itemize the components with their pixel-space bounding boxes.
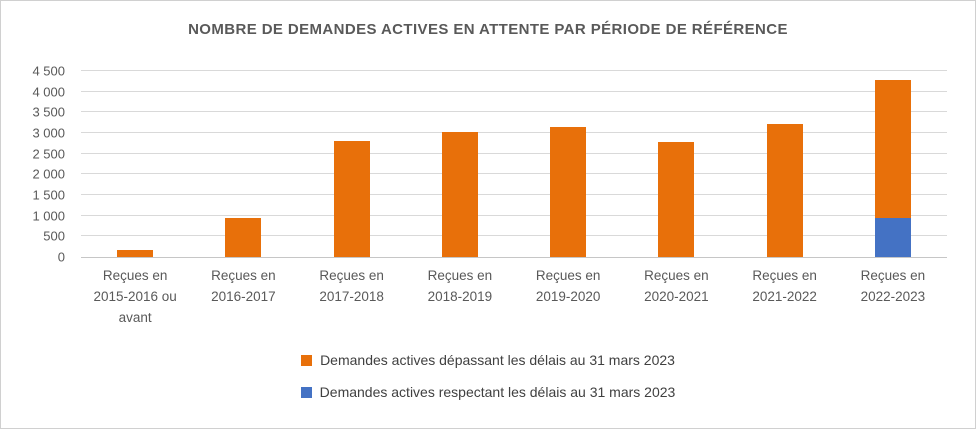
gridline bbox=[81, 235, 947, 237]
bar-slot bbox=[622, 71, 730, 257]
bars-row bbox=[81, 71, 947, 257]
y-tick-label: 2 000 bbox=[32, 166, 65, 182]
y-tick-label: 500 bbox=[43, 228, 65, 244]
x-category-label: Reçues en 2018-2019 bbox=[427, 268, 493, 304]
bar-6 bbox=[658, 71, 695, 257]
x-category-label: Reçues en 2019-2020 bbox=[535, 268, 601, 304]
y-tick-label: 2 500 bbox=[32, 146, 65, 162]
y-tick-label: 3 500 bbox=[32, 104, 65, 120]
bar-segment bbox=[874, 80, 911, 218]
legend-swatch bbox=[300, 386, 312, 398]
legend-item: Demandes actives respectant les délais a… bbox=[300, 384, 676, 400]
chart-title: NOMBRE DE DEMANDES ACTIVES EN ATTENTE PA… bbox=[188, 21, 788, 38]
bar-4 bbox=[441, 71, 478, 257]
y-axis: 0 500 1 000 1 500 2 000 2 500 3 000 3 500 4 000 4… bbox=[1, 64, 73, 265]
legend: Demandes actives dépassant les délais au… bbox=[1, 352, 975, 400]
x-category-label: Reçues en 2022-2023 bbox=[860, 268, 926, 304]
legend-item: Demandes actives dépassant les délais au… bbox=[301, 352, 675, 368]
legend-label: Demandes actives dépassant les délais au… bbox=[320, 352, 675, 368]
plot-area bbox=[81, 70, 947, 258]
gridline bbox=[81, 111, 947, 113]
legend-swatch bbox=[301, 354, 313, 366]
bar-slot bbox=[731, 71, 839, 257]
gridline bbox=[81, 90, 947, 92]
bar-segment bbox=[874, 217, 911, 257]
bar-1 bbox=[117, 71, 154, 257]
gridline bbox=[81, 70, 947, 71]
bar-segment bbox=[441, 131, 478, 257]
bar-slot bbox=[514, 71, 622, 257]
gridline bbox=[81, 194, 947, 195]
y-tick-label: 4 500 bbox=[32, 63, 65, 79]
bar-5 bbox=[550, 71, 587, 257]
bar-segment bbox=[225, 217, 262, 257]
y-tick-label: 1 500 bbox=[32, 187, 65, 203]
bar-slot bbox=[406, 71, 514, 257]
bar-segment bbox=[117, 249, 154, 257]
x-category-label: Reçues en 2020-2021 bbox=[644, 268, 709, 304]
x-axis: Reçues en 2015-2016 ou avant Reçues en 2016-… bbox=[81, 266, 947, 329]
x-category-label: Reçues en 2016-2017 bbox=[211, 268, 276, 304]
legend-label: Demandes actives respectant les délais a… bbox=[319, 384, 676, 400]
x-category-label: Reçues en 2021-2022 bbox=[752, 268, 817, 304]
x-category-label: Reçues en 2015-2016 ou avant bbox=[93, 268, 177, 325]
y-tick-label: 4 000 bbox=[32, 84, 65, 100]
bar-segment bbox=[658, 142, 695, 257]
bar-slot bbox=[189, 71, 297, 257]
bar-slot bbox=[81, 71, 189, 257]
bar-segment bbox=[333, 141, 370, 257]
bar-segment bbox=[766, 123, 803, 257]
gridline bbox=[81, 173, 947, 175]
bar-8 bbox=[874, 71, 911, 257]
gridline bbox=[81, 132, 947, 133]
y-tick-label: 0 bbox=[57, 249, 65, 265]
y-tick-label: 1 000 bbox=[32, 208, 65, 224]
bar-7 bbox=[766, 71, 803, 257]
bar-segment bbox=[550, 126, 587, 257]
bar-slot bbox=[298, 71, 406, 257]
y-tick-label: 3 000 bbox=[32, 125, 65, 141]
x-category-label: Reçues en 2017-2018 bbox=[319, 268, 384, 304]
bar-3 bbox=[333, 71, 370, 257]
bar-2 bbox=[225, 71, 262, 257]
bar-slot bbox=[839, 71, 947, 257]
gridline bbox=[81, 152, 947, 154]
gridline bbox=[81, 214, 947, 216]
